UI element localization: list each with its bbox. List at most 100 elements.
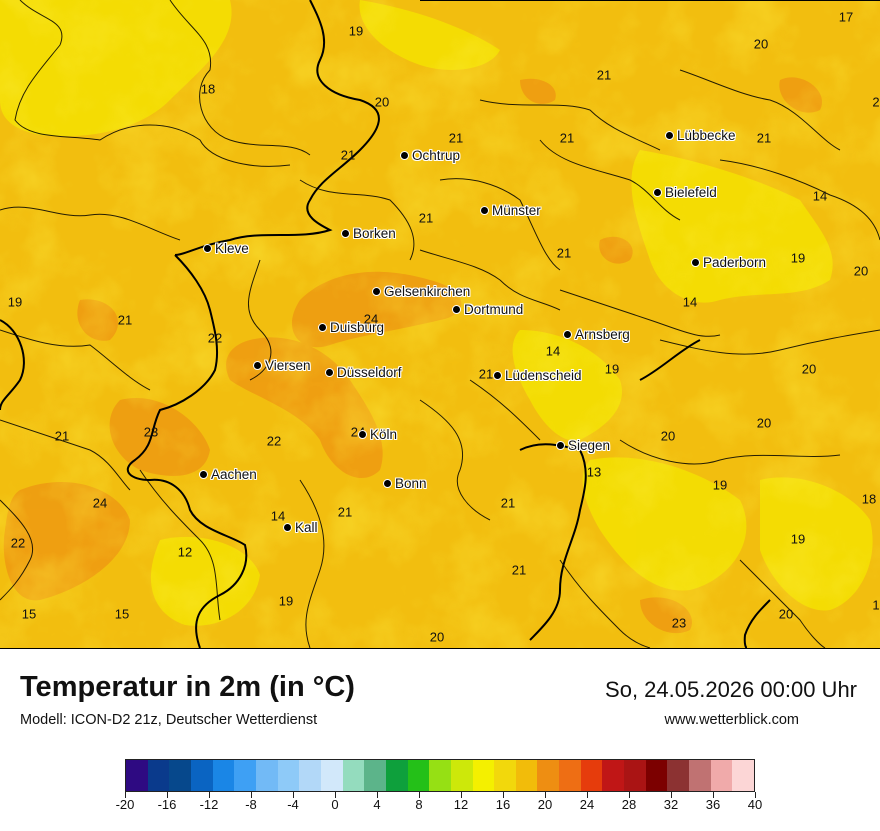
city-dot-icon (383, 478, 392, 488)
temperature-value: 20 (853, 263, 869, 279)
district-borders (0, 0, 880, 648)
city-name: Kall (295, 519, 318, 535)
map-title: Temperatur in 2m (in °C) (20, 671, 355, 703)
temperature-value: 21 (556, 245, 572, 261)
city-name: Bonn (395, 475, 427, 491)
legend-swatch (147, 760, 170, 791)
city-dot-icon (653, 187, 662, 197)
city-marker: Ochtrup (400, 147, 460, 163)
city-dot-icon (452, 304, 461, 314)
legend-tick-label: -4 (287, 797, 299, 812)
temperature-value: 20 (801, 361, 817, 377)
legend-tick-label: 8 (415, 797, 423, 812)
legend-swatch (169, 760, 191, 791)
legend-swatch (364, 760, 386, 791)
city-marker: Siegen (556, 437, 610, 453)
legend-tick (167, 792, 168, 798)
temperature-value: 2 (872, 94, 880, 110)
temperature-value: 19 (7, 294, 23, 310)
legend-ticks: -20 -16 -12 -8 -4 0 4 8 12 16 20 24 28 32 36 40 (116, 792, 762, 822)
city-dot-icon (400, 150, 409, 160)
website-link[interactable]: www.wetterblick.com (664, 712, 799, 728)
temperature-value: 19 (348, 23, 364, 39)
legend-swatch (580, 760, 603, 791)
temperature-value: 23 (143, 424, 159, 440)
city-dot-icon (203, 243, 212, 253)
temperature-value: 14 (270, 508, 286, 524)
temperature-value: 21 (340, 147, 356, 163)
temperature-value: 18 (861, 491, 877, 507)
legend-tick (629, 792, 630, 798)
temperature-value: 20 (660, 428, 676, 444)
temperature-value: 12 (177, 544, 193, 560)
temperature-value: 21 (559, 130, 575, 146)
legend-swatch (126, 760, 148, 791)
legend-tick-label: 16 (495, 797, 511, 812)
legend-swatch (320, 760, 343, 791)
forecast-datetime: So, 24.05.2026 00:00 Uhr (605, 677, 857, 702)
city-marker: Borken (341, 225, 396, 241)
city-dot-icon (480, 205, 489, 215)
temperature-value: 21 (117, 312, 133, 328)
city-dot-icon (318, 322, 327, 332)
temperature-value: 19 (712, 477, 728, 493)
city-name: Münster (492, 202, 541, 218)
legend-tick-label: 0 (331, 797, 339, 812)
temperature-value: 20 (778, 606, 794, 622)
legend-swatch (342, 760, 365, 791)
map-footer: Temperatur in 2m (in °C) Modell: ICON-D2… (0, 648, 880, 831)
city-marker: Bonn (383, 475, 427, 491)
temperature-value: 21 (511, 562, 527, 578)
legend-swatch (494, 760, 516, 791)
legend-tick-label: -12 (199, 797, 219, 812)
legend-tick-label: 20 (537, 797, 553, 812)
legend-tick (461, 792, 462, 798)
temperature-map: 19 17 20 18 21 20 2 21 21 21 21 14 21 21 19 20 19 14 21 24 2… (0, 0, 880, 648)
legend-swatch (277, 760, 300, 791)
city-name: Kleve (215, 240, 249, 256)
state-borders (0, 0, 880, 648)
temperature-value: 22 (207, 330, 223, 346)
legend-tick-label: 32 (663, 797, 679, 812)
legend-tick (755, 792, 756, 798)
city-name: Bielefeld (665, 184, 717, 200)
legend-swatch (515, 760, 538, 791)
city-marker: Aachen (199, 466, 257, 482)
legend-tick-label: 28 (621, 797, 637, 812)
city-dot-icon (556, 440, 565, 450)
temperature-value: 15 (21, 606, 37, 622)
legend-tick (545, 792, 546, 798)
legend-swatch (602, 760, 625, 791)
city-marker: Arnsberg (563, 326, 630, 342)
city-name: Viersen (265, 357, 311, 373)
city-name: Siegen (568, 437, 611, 453)
legend-swatch (689, 760, 711, 791)
legend-swatch (472, 760, 495, 791)
temperature-value: 19 (604, 361, 620, 377)
legend-swatch (624, 760, 646, 791)
temperature-value: 19 (790, 531, 806, 547)
temperature-value: 21 (756, 130, 772, 146)
legend-tick-label: 4 (373, 797, 381, 812)
temperature-value: 18 (200, 81, 216, 97)
temperature-value: 20 (753, 36, 769, 52)
legend-tick (419, 792, 420, 798)
temperature-value: 21 (337, 504, 353, 520)
city-name: Ochtrup (412, 147, 461, 163)
city-marker: Paderborn (691, 254, 766, 270)
city-marker: Dortmund (452, 301, 523, 317)
temperature-value: 20 (374, 94, 390, 110)
city-dot-icon (691, 257, 700, 267)
city-marker: Düsseldorf (325, 364, 402, 380)
map-texture (0, 0, 880, 648)
city-dot-icon (283, 522, 292, 532)
temperature-value: 14 (682, 294, 698, 310)
city-name: Lübbecke (677, 127, 736, 143)
temperature-value: 22 (266, 433, 282, 449)
legend-tick-label: 40 (747, 797, 763, 812)
temperature-value: 20 (429, 629, 445, 645)
city-marker: Kall (283, 519, 318, 535)
legend-swatch (234, 760, 256, 791)
temperature-value: 21 (448, 130, 464, 146)
legend-tick-label: 12 (453, 797, 469, 812)
